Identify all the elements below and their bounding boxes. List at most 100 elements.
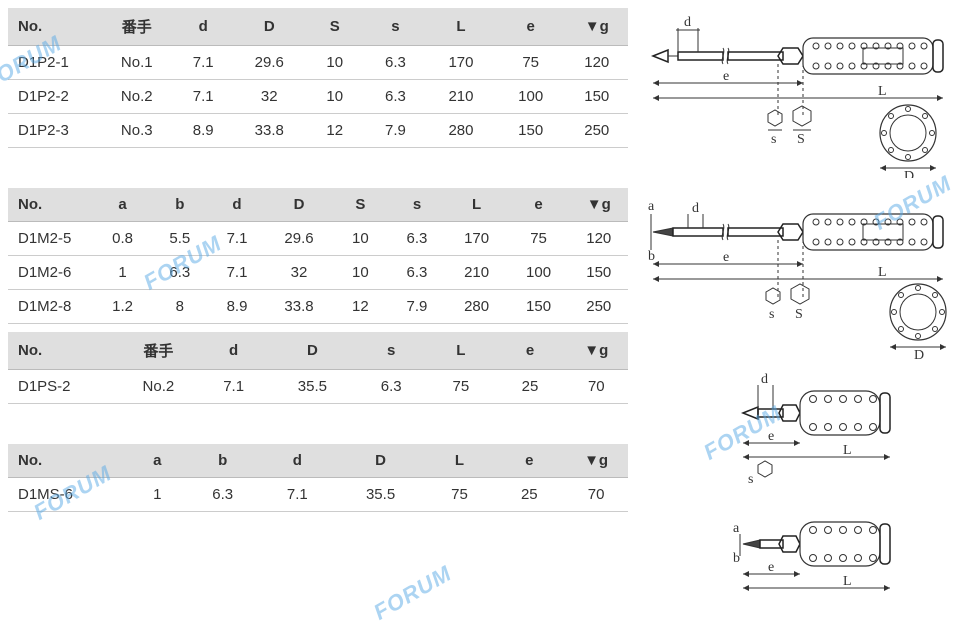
dim-e4: e bbox=[768, 560, 774, 575]
table-cell: 29.6 bbox=[266, 222, 333, 256]
table-cell: 7.1 bbox=[208, 222, 265, 256]
dim-e: e bbox=[723, 69, 729, 84]
dim-L4: L bbox=[843, 574, 852, 589]
table-cell: D1PS-2 bbox=[8, 370, 118, 404]
dim-e2: e bbox=[723, 250, 729, 265]
table-cell: 8 bbox=[151, 290, 208, 324]
column-header: L bbox=[426, 8, 496, 46]
table-cell: D1MS-6 bbox=[8, 478, 127, 512]
table-d1m2: No.abdDSsLe▼g D1M2-50.85.57.129.6106.317… bbox=[8, 188, 628, 324]
table-cell: 6.3 bbox=[365, 80, 426, 114]
table-cell: 7.9 bbox=[365, 114, 426, 148]
table-cell: 5.5 bbox=[151, 222, 208, 256]
table-cell: 6.3 bbox=[356, 370, 426, 404]
dim-b4: b bbox=[733, 551, 740, 566]
table-cell: 12 bbox=[305, 114, 365, 148]
column-header: b bbox=[187, 444, 258, 478]
table-cell: 210 bbox=[426, 80, 496, 114]
table-cell: 33.8 bbox=[266, 290, 333, 324]
column-header: b bbox=[151, 188, 208, 222]
table-cell: 33.8 bbox=[234, 114, 305, 148]
table-cell: 70 bbox=[564, 478, 628, 512]
column-header: e bbox=[508, 188, 570, 222]
table-row: D1P2-1No.17.129.6106.317075120 bbox=[8, 46, 628, 80]
column-header: s bbox=[356, 332, 426, 370]
table-cell: 7.1 bbox=[173, 46, 234, 80]
table-cell: 120 bbox=[570, 222, 628, 256]
table-cell: D1P2-2 bbox=[8, 80, 101, 114]
column-header: d bbox=[208, 188, 265, 222]
table-cell: 6.3 bbox=[388, 222, 445, 256]
table-cell: 1 bbox=[127, 478, 187, 512]
table-cell: 150 bbox=[566, 80, 628, 114]
column-header: ▼g bbox=[566, 8, 628, 46]
table-d1p2: No.番手dDSsLe▼g D1P2-1No.17.129.6106.31707… bbox=[8, 8, 628, 148]
column-header: d bbox=[173, 8, 234, 46]
dim-d2: d bbox=[692, 201, 699, 216]
dim-a4: a bbox=[733, 521, 740, 536]
table-cell: 100 bbox=[496, 80, 566, 114]
table-cell: 7.1 bbox=[173, 80, 234, 114]
table-cell: 12 bbox=[332, 290, 388, 324]
dim-L: L bbox=[878, 84, 887, 99]
table-cell: 7.9 bbox=[388, 290, 445, 324]
column-header: ▼g bbox=[564, 444, 628, 478]
column-header: a bbox=[127, 444, 187, 478]
column-header: s bbox=[388, 188, 445, 222]
column-header: 番手 bbox=[101, 8, 173, 46]
column-header: e bbox=[494, 444, 564, 478]
table-cell: 150 bbox=[496, 114, 566, 148]
diagram-phillips-stubby: d e L s bbox=[648, 365, 968, 490]
column-header: D bbox=[337, 444, 425, 478]
table-cell: 6.3 bbox=[187, 478, 258, 512]
diagram-slotted-stubby: a b bbox=[648, 496, 968, 611]
dim-L3: L bbox=[843, 443, 852, 458]
table-cell: 100 bbox=[508, 256, 570, 290]
table-cell: 6.3 bbox=[365, 46, 426, 80]
table-cell: D1M2-8 bbox=[8, 290, 94, 324]
column-header: e bbox=[496, 8, 566, 46]
table-cell: 32 bbox=[266, 256, 333, 290]
table-cell: 29.6 bbox=[234, 46, 305, 80]
table-row: D1P2-3No.38.933.8127.9280150250 bbox=[8, 114, 628, 148]
column-header: 番手 bbox=[118, 332, 198, 370]
column-header: S bbox=[305, 8, 365, 46]
dim-S-up: S bbox=[797, 132, 805, 147]
table-cell: 8.9 bbox=[208, 290, 265, 324]
column-header: s bbox=[365, 8, 426, 46]
table-cell: 250 bbox=[570, 290, 628, 324]
column-header: D bbox=[266, 188, 333, 222]
table-cell: 75 bbox=[508, 222, 570, 256]
dim-e3: e bbox=[768, 429, 774, 444]
table-cell: 75 bbox=[425, 478, 495, 512]
table-cell: 7.1 bbox=[258, 478, 336, 512]
dim-a: a bbox=[648, 199, 655, 214]
dim-S2b: S bbox=[795, 307, 803, 322]
column-header: No. bbox=[8, 444, 127, 478]
table-cell: 1 bbox=[94, 256, 151, 290]
table-cell: 150 bbox=[570, 256, 628, 290]
table-cell: 75 bbox=[426, 370, 495, 404]
dim-L2: L bbox=[878, 265, 887, 280]
table-cell: 210 bbox=[446, 256, 508, 290]
table-row: D1P2-2No.27.132106.3210100150 bbox=[8, 80, 628, 114]
table-row: D1M2-616.37.132106.3210100150 bbox=[8, 256, 628, 290]
table-cell: 10 bbox=[332, 222, 388, 256]
diagram-phillips-long: d e L s S bbox=[648, 8, 968, 178]
dim-s2: s bbox=[769, 307, 774, 322]
column-header: S bbox=[332, 188, 388, 222]
column-header: e bbox=[495, 332, 564, 370]
table-d1ms: No.abdDLe▼g D1MS-616.37.135.5752570 bbox=[8, 444, 628, 512]
table-d1ps: No.番手dDsLe▼g D1PS-2No.27.135.56.3752570 bbox=[8, 332, 628, 404]
table-cell: 1.2 bbox=[94, 290, 151, 324]
table-cell: 10 bbox=[305, 46, 365, 80]
column-header: L bbox=[426, 332, 495, 370]
table-cell: D1P2-1 bbox=[8, 46, 101, 80]
table-cell: 6.3 bbox=[388, 256, 445, 290]
column-header: D bbox=[234, 8, 305, 46]
table-cell: 25 bbox=[494, 478, 564, 512]
column-header: d bbox=[258, 444, 336, 478]
table-row: D1MS-616.37.135.5752570 bbox=[8, 478, 628, 512]
table-cell: 75 bbox=[496, 46, 566, 80]
dim-s: s bbox=[771, 132, 776, 147]
